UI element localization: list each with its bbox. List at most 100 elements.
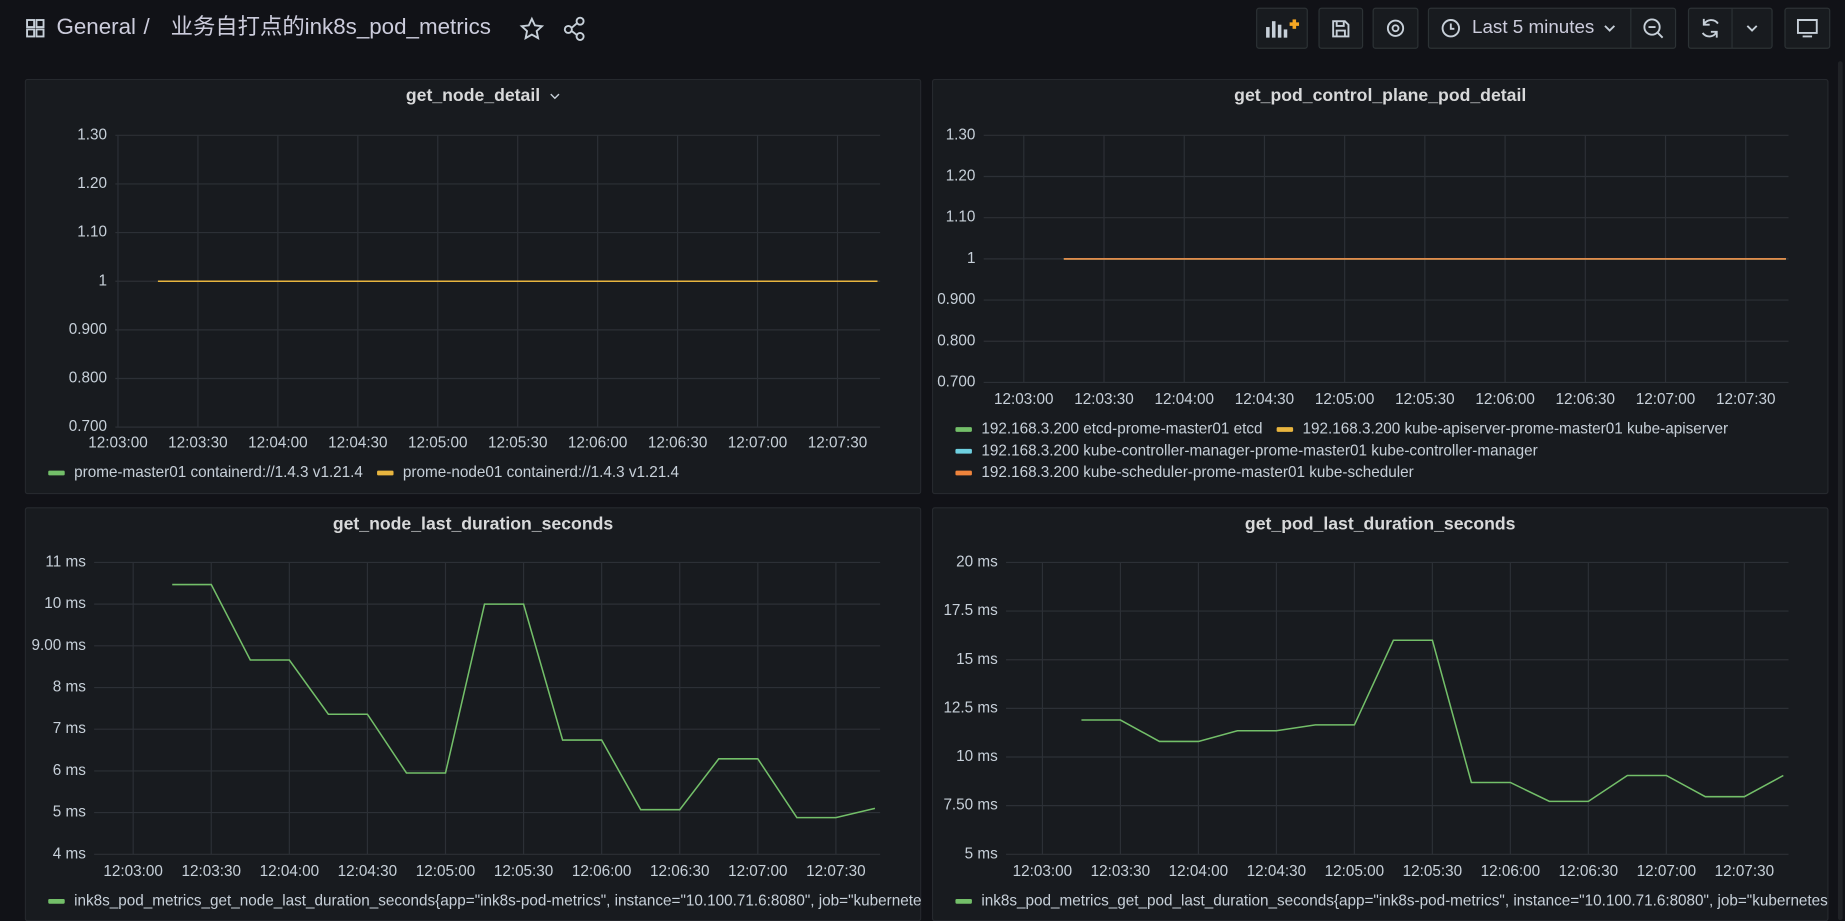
y-tick-label: 6 ms bbox=[53, 762, 86, 779]
star-button[interactable] bbox=[519, 16, 545, 40]
panel-frame bbox=[931, 78, 1829, 495]
x-tick-label: 12:07:30 bbox=[808, 435, 867, 452]
legend-item[interactable]: ink8s_pod_metrics_get_node_last_duration… bbox=[48, 892, 934, 909]
legend-swatch bbox=[48, 898, 65, 904]
y-tick-label: 1.10 bbox=[946, 209, 976, 226]
panel: get_node_last_duration_seconds 4 ms 5 ms 6 … bbox=[24, 507, 934, 921]
panel: get_pod_last_duration_seconds 5 ms 7.50 ms… bbox=[931, 507, 1841, 921]
y-tick-label: 1.20 bbox=[946, 168, 976, 185]
breadcrumb-separator: / bbox=[144, 14, 151, 39]
legend-swatch bbox=[955, 448, 972, 454]
refresh-interval-chevron[interactable] bbox=[1746, 25, 1758, 32]
x-tick-label: 12:04:00 bbox=[1169, 863, 1228, 880]
y-tick-label: 5 ms bbox=[53, 804, 86, 821]
time-range-label[interactable]: Last 5 minutes bbox=[1472, 16, 1594, 37]
panel-title: get_pod_last_duration_seconds bbox=[1245, 513, 1516, 533]
refresh-icon bbox=[1701, 18, 1719, 38]
legend-item[interactable]: 192.168.3.200 kube-apiserver-prome-maste… bbox=[1276, 421, 1728, 438]
scrollbar bbox=[1837, 61, 1843, 921]
y-tick-label: 0.800 bbox=[937, 332, 975, 349]
x-tick-label: 12:04:00 bbox=[1154, 391, 1213, 408]
x-tick-label: 12:05:30 bbox=[1395, 391, 1454, 408]
y-tick-label: 1.20 bbox=[77, 175, 107, 192]
legend-item[interactable]: prome-master01 containerd://1.4.3 v1.21.… bbox=[48, 464, 363, 481]
x-tick-label: 12:05:00 bbox=[408, 435, 467, 452]
legend-item[interactable]: 192.168.3.200 etcd-prome-master01 etcd bbox=[955, 421, 1263, 438]
y-tick-label: 5 ms bbox=[965, 845, 998, 862]
legend-label: 192.168.3.200 kube-scheduler-prome-maste… bbox=[981, 464, 1413, 481]
panel: get_node_detail 0.700 0.800 0.900 1 1.10 1.20 1… bbox=[24, 78, 922, 495]
folder-link[interactable]: General bbox=[56, 14, 135, 39]
y-tick-label: 10 ms bbox=[44, 595, 86, 612]
x-tick-label: 12:03:30 bbox=[1091, 863, 1150, 880]
zoom-out-button[interactable] bbox=[1643, 18, 1664, 39]
y-tick-label: 9.00 ms bbox=[32, 637, 87, 654]
x-tick-label: 12:07:30 bbox=[1716, 391, 1775, 408]
legend-item[interactable]: 192.168.3.200 kube-controller-manager-pr… bbox=[955, 442, 1538, 459]
time-picker[interactable] bbox=[1427, 7, 1677, 49]
legend-label: 192.168.3.200 etcd-prome-master01 etcd bbox=[981, 421, 1262, 438]
y-tick-label: 7.50 ms bbox=[943, 797, 998, 814]
x-tick-label: 12:06:00 bbox=[572, 863, 631, 880]
y-tick-label: 1.30 bbox=[77, 126, 107, 143]
legend-label: prome-node01 containerd://1.4.3 v1.21.4 bbox=[403, 464, 680, 481]
x-tick-label: 12:06:00 bbox=[568, 435, 627, 452]
x-tick-label: 12:07:30 bbox=[1715, 863, 1774, 880]
y-tick-label: 1 bbox=[99, 272, 107, 289]
x-tick-label: 12:04:30 bbox=[328, 435, 387, 452]
panel-title: get_node_last_duration_seconds bbox=[333, 513, 614, 533]
x-tick-label: 12:07:00 bbox=[1636, 391, 1695, 408]
y-tick-label: 17.5 ms bbox=[943, 602, 998, 619]
tv-mode-button[interactable] bbox=[1784, 7, 1831, 49]
x-tick-label: 12:07:00 bbox=[728, 435, 787, 452]
panel: get_pod_control_plane_pod_detail 0.700 0.8… bbox=[931, 78, 1829, 495]
x-tick-label: 12:03:30 bbox=[182, 863, 241, 880]
legend-item[interactable]: 192.168.3.200 kube-scheduler-prome-maste… bbox=[955, 464, 1414, 481]
legend-label: ink8s_pod_metrics_get_node_last_duration… bbox=[74, 892, 934, 909]
share-button[interactable] bbox=[563, 16, 585, 41]
apps-icon[interactable] bbox=[26, 19, 45, 38]
y-tick-label: 11 ms bbox=[45, 553, 86, 570]
y-tick-label: 0.700 bbox=[69, 418, 107, 435]
y-tick-label: 10 ms bbox=[956, 748, 998, 765]
y-tick-label: 7 ms bbox=[53, 720, 86, 737]
x-tick-label: 12:04:00 bbox=[260, 863, 319, 880]
x-tick-label: 12:04:30 bbox=[1235, 391, 1294, 408]
series-line bbox=[1081, 639, 1784, 803]
x-tick-label: 12:04:30 bbox=[1247, 863, 1306, 880]
legend-label: ink8s_pod_metrics_get_pod_last_duration_… bbox=[981, 892, 1841, 909]
legend-label: prome-master01 containerd://1.4.3 v1.21.… bbox=[74, 464, 363, 481]
legend-swatch bbox=[955, 427, 972, 432]
x-tick-label: 12:03:00 bbox=[88, 435, 147, 452]
y-tick-label: 8 ms bbox=[53, 679, 86, 696]
legend-swatch bbox=[1276, 427, 1294, 432]
x-tick-label: 12:05:00 bbox=[1325, 863, 1384, 880]
y-tick-label: 20 ms bbox=[956, 553, 998, 570]
x-tick-label: 12:06:30 bbox=[650, 863, 709, 880]
save-button[interactable] bbox=[1318, 7, 1364, 49]
x-tick-label: 12:03:00 bbox=[1013, 863, 1072, 880]
refresh-button[interactable] bbox=[1687, 7, 1773, 49]
x-tick-label: 12:04:00 bbox=[248, 435, 307, 452]
y-tick-label: 15 ms bbox=[956, 651, 998, 668]
add-panel-button[interactable] bbox=[1256, 7, 1308, 49]
legend-item[interactable]: prome-node01 containerd://1.4.3 v1.21.4 bbox=[377, 464, 680, 481]
tv-icon bbox=[1796, 19, 1818, 38]
x-tick-label: 12:05:30 bbox=[488, 435, 547, 452]
x-tick-label: 12:03:30 bbox=[1074, 391, 1133, 408]
panel-frame bbox=[931, 507, 1829, 921]
dashboard-title[interactable]: 业务自打点的ink8s_pod_metrics bbox=[171, 14, 491, 39]
legend-swatch bbox=[955, 470, 972, 476]
series-line bbox=[172, 583, 876, 819]
x-tick-label: 12:05:00 bbox=[1315, 391, 1374, 408]
settings-button[interactable] bbox=[1372, 7, 1419, 49]
x-tick-label: 12:07:00 bbox=[728, 863, 787, 880]
legend-item[interactable]: ink8s_pod_metrics_get_pod_last_duration_… bbox=[955, 892, 1841, 909]
y-tick-label: 1 bbox=[967, 250, 975, 267]
y-tick-label: 0.900 bbox=[69, 321, 107, 338]
x-tick-label: 12:07:30 bbox=[806, 863, 865, 880]
add-panel-icon bbox=[1266, 19, 1300, 38]
legend-label: 192.168.3.200 kube-controller-manager-pr… bbox=[981, 442, 1537, 459]
panel-frame bbox=[24, 78, 922, 495]
